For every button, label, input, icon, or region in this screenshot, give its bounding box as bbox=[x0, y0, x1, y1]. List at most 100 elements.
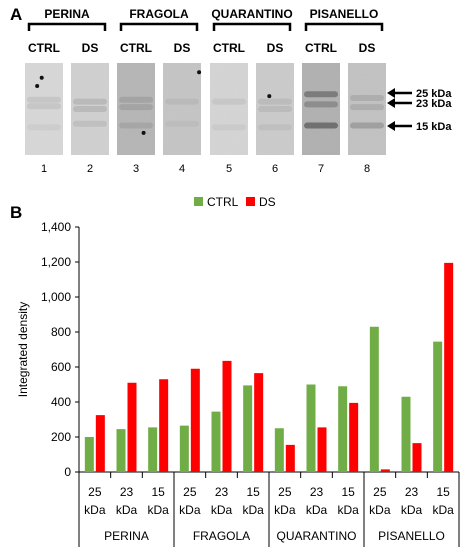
marker-arrow: 25 kDa bbox=[387, 88, 452, 100]
blot-lane bbox=[71, 63, 109, 155]
bar-ctrl bbox=[148, 427, 158, 472]
y-tick-label: 200 bbox=[51, 430, 71, 444]
lane-number: 8 bbox=[364, 163, 370, 175]
blot-speck bbox=[197, 70, 202, 75]
lane-label: CTRL bbox=[305, 41, 337, 55]
blot-band bbox=[165, 98, 199, 105]
x-tick-label: 15 bbox=[341, 485, 355, 499]
x-tick-label: kDa bbox=[337, 503, 359, 517]
lane-label: DS bbox=[174, 41, 191, 55]
cultivar-label: PERINA bbox=[44, 7, 90, 21]
lane-label: DS bbox=[359, 41, 376, 55]
cultivar-bracket bbox=[212, 22, 292, 31]
blot-band bbox=[165, 120, 199, 127]
legend-swatch bbox=[194, 197, 203, 206]
cultivar-bracket bbox=[304, 22, 384, 31]
bar-ds bbox=[254, 373, 264, 472]
blot-lane bbox=[348, 63, 386, 155]
blot-band bbox=[258, 124, 292, 131]
group-label: PERINA bbox=[104, 529, 149, 543]
bar-ctrl bbox=[274, 428, 284, 472]
cultivar-headers: PERINA FRAGOLA QUARANTINO PISANELLO bbox=[27, 7, 384, 31]
bar-ds bbox=[444, 262, 454, 472]
marker-label: 25 kDa bbox=[416, 88, 452, 100]
y-tick-label: 600 bbox=[51, 360, 71, 374]
cultivar-bracket bbox=[27, 22, 107, 31]
cultivar-bracket bbox=[119, 22, 199, 31]
blot-band bbox=[258, 98, 292, 105]
chart-legend: CTRL DS bbox=[194, 195, 276, 209]
x-tick-label: kDa bbox=[432, 503, 454, 517]
legend-item: DS bbox=[246, 195, 276, 209]
blot-lane bbox=[25, 63, 63, 155]
bar-ds bbox=[190, 368, 200, 472]
y-tick-label: 1,200 bbox=[41, 255, 71, 269]
y-tick-label: 1,400 bbox=[41, 220, 71, 234]
legend-swatch bbox=[246, 197, 255, 206]
lane-label: DS bbox=[82, 41, 99, 55]
blot-band bbox=[350, 122, 384, 129]
x-tick-label: 23 bbox=[215, 485, 229, 499]
blot-band bbox=[258, 106, 292, 112]
western-blot bbox=[25, 63, 386, 155]
cultivar-label: FRAGOLA bbox=[129, 7, 189, 21]
marker-arrow: 15 kDa bbox=[387, 121, 452, 133]
blot-speck bbox=[141, 130, 146, 135]
blot-band bbox=[350, 104, 384, 111]
y-axis-label: Integrated density bbox=[16, 302, 30, 397]
y-tick-label: 0 bbox=[64, 465, 71, 479]
x-tick-label: 25 bbox=[183, 485, 197, 499]
blot-speck bbox=[35, 84, 40, 88]
legend-label: CTRL bbox=[207, 195, 239, 209]
blot-lane bbox=[210, 63, 248, 155]
x-tick-label: kDa bbox=[306, 503, 328, 517]
blot-band bbox=[27, 103, 61, 110]
x-tick-label: 25 bbox=[88, 485, 102, 499]
lane-number: 7 bbox=[318, 163, 324, 175]
bar-ctrl bbox=[84, 437, 94, 472]
blot-band bbox=[73, 120, 107, 127]
blot-band bbox=[304, 91, 338, 98]
blot-lane bbox=[302, 63, 340, 155]
bar-ctrl bbox=[369, 326, 379, 472]
blot-band bbox=[212, 98, 246, 105]
x-tick-label: kDa bbox=[369, 503, 391, 517]
legend-label: DS bbox=[259, 195, 276, 209]
blot-lane bbox=[256, 63, 294, 155]
blot-band bbox=[73, 106, 107, 112]
x-tick-label: 25 bbox=[278, 485, 292, 499]
x-tick-label: 25 bbox=[373, 485, 387, 499]
blot-band bbox=[73, 98, 107, 105]
group-label: PISANELLO bbox=[378, 529, 445, 543]
lane-number: 2 bbox=[87, 163, 93, 175]
bar-chart: 0 200 400 600 800 1,000 1,200 1,400 Integrated d… bbox=[16, 220, 460, 547]
blot-band bbox=[27, 96, 61, 103]
lane-label: CTRL bbox=[28, 41, 60, 55]
blot-band bbox=[27, 124, 61, 131]
bar-ds bbox=[285, 444, 295, 472]
x-tick-label: 15 bbox=[246, 485, 260, 499]
bar-ctrl bbox=[116, 429, 126, 472]
lane-labels: CTRL DS CTRL DS CTRL DS CTRL DS bbox=[28, 41, 375, 55]
cultivar-label: QUARANTINO bbox=[211, 7, 292, 21]
bar-ds bbox=[317, 427, 327, 472]
blot-band bbox=[119, 122, 153, 129]
cultivar-label: PISANELLO bbox=[310, 7, 379, 21]
legend-item: CTRL bbox=[194, 195, 239, 209]
group-label: QUARANTINO bbox=[276, 529, 356, 543]
blot-speck bbox=[267, 94, 272, 99]
bar-ctrl bbox=[243, 385, 253, 472]
bar-ds bbox=[380, 469, 390, 472]
x-tick-label: kDa bbox=[274, 503, 296, 517]
y-tick-label: 800 bbox=[51, 325, 71, 339]
lane-number: 4 bbox=[179, 163, 185, 175]
lane-number: 5 bbox=[226, 163, 232, 175]
lane-label: CTRL bbox=[120, 41, 152, 55]
bar-ctrl bbox=[338, 386, 348, 472]
bar-ctrl bbox=[433, 341, 443, 472]
x-tick-label: kDa bbox=[147, 503, 169, 517]
bar-ds bbox=[127, 382, 137, 472]
y-tick-label: 1,000 bbox=[41, 290, 71, 304]
marker-label: 23 kDa bbox=[416, 98, 452, 110]
